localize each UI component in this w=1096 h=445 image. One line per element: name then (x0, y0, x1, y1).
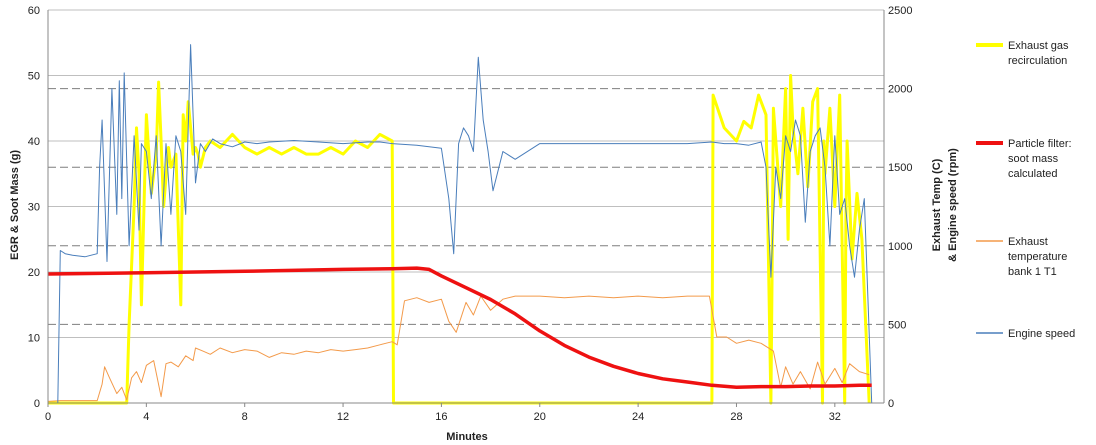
x-axis-title: Minutes (446, 431, 488, 443)
legend-label-3-line-1: Exhaust (1008, 236, 1048, 248)
left-y-axis-title: EGR & Soot Mass (g) (9, 150, 21, 260)
left-tick-label-50: 50 (28, 71, 40, 83)
x-tick-label-0: 0 (45, 411, 51, 423)
legend-label-2-line-3: calculated (1008, 168, 1058, 180)
x-tick-label-24: 24 (632, 411, 644, 423)
right-tick-label-2500: 2500 (888, 5, 912, 17)
x-tick-label-4: 4 (143, 411, 149, 423)
right-tick-label-1500: 1500 (888, 162, 912, 174)
series-line-3 (47, 295, 870, 402)
x-tick-label-28: 28 (730, 411, 742, 423)
left-tick-label-30: 30 (28, 202, 40, 214)
series-lines (47, 44, 873, 405)
series-line-2 (47, 266, 872, 390)
right-y-axis-title-line1: Exhaust Temp (C) (931, 158, 943, 251)
legend-label-2-line-1: Particle filter: (1008, 138, 1072, 150)
right-tick-label-500: 500 (888, 319, 906, 331)
series-line-1 (48, 74, 871, 405)
left-tick-label-40: 40 (28, 136, 40, 148)
x-tick-label-8: 8 (242, 411, 248, 423)
x-tick-label-32: 32 (829, 411, 841, 423)
right-tick-label-0: 0 (888, 398, 894, 410)
legend-label-1-line-2: recirculation (1008, 55, 1067, 67)
left-tick-label-10: 10 (28, 333, 40, 345)
series-line-4 (48, 44, 873, 404)
left-tick-label-20: 20 (28, 267, 40, 279)
legend-label-2-line-2: soot mass (1008, 153, 1059, 165)
left-tick-label-60: 60 (28, 5, 40, 17)
legend-label-3-line-3: bank 1 T1 (1008, 266, 1057, 278)
legend-label-4-line-1: Engine speed (1008, 328, 1075, 340)
tick-labels: 0 4 8 12 16 20 24 28 32 0 10 20 30 40 50 60 0 500 1000 1500… (28, 5, 913, 423)
axes (47, 10, 885, 404)
right-tick-label-2000: 2000 (888, 84, 912, 96)
right-tick-label-1000: 1000 (888, 241, 912, 253)
x-tick-label-16: 16 (435, 411, 447, 423)
right-y-axis-title-line2: & Engine speed (rpm) (947, 148, 959, 262)
legend-label-1-line-1: Exhaust gas (1008, 40, 1069, 52)
x-tick-label-20: 20 (534, 411, 546, 423)
legend-label-3-line-2: temperature (1008, 251, 1067, 263)
x-tick-label-12: 12 (337, 411, 349, 423)
legend: Exhaust gas recirculation Particle filter:… (976, 40, 1075, 340)
left-tick-label-0: 0 (34, 398, 40, 410)
